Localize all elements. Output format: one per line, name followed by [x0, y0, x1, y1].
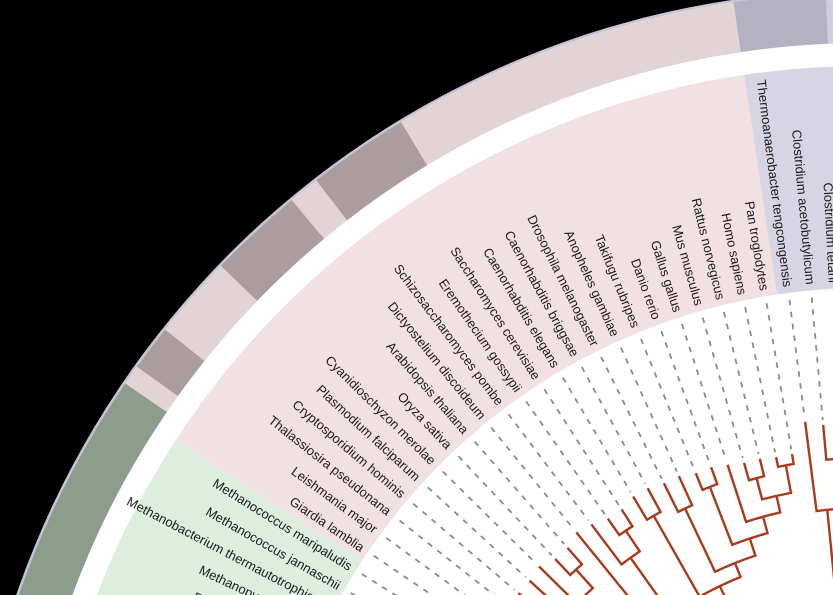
tree-branch[interactable] — [821, 424, 833, 462]
outer-ring-segment-3 — [165, 265, 258, 361]
guide-line-17 — [562, 377, 632, 493]
tree-branch[interactable] — [683, 507, 757, 574]
guide-line-5 — [373, 555, 434, 595]
tree-branch[interactable] — [554, 546, 584, 577]
guide-line-10 — [442, 470, 537, 564]
guide-line-26 — [744, 307, 776, 453]
outer-ring-segment-6 — [316, 122, 428, 221]
tree-branch[interactable] — [538, 565, 595, 595]
tree-branch[interactable] — [726, 464, 782, 524]
outer-ring-segment-9 — [826, 0, 833, 44]
guide-line-13 — [490, 427, 574, 530]
outer-ring-segment-5 — [291, 180, 348, 239]
tree-branch[interactable] — [606, 508, 635, 537]
group-wedge-bacteria — [744, 66, 833, 295]
tree-branch[interactable] — [590, 523, 642, 567]
guide-line-25 — [722, 311, 760, 455]
group-wedge-archaea — [97, 439, 363, 595]
guide-line-27 — [765, 303, 793, 450]
guide-line-12 — [473, 441, 565, 545]
guide-line-14 — [507, 413, 590, 521]
guide-line-20 — [620, 347, 678, 472]
tree-branch[interactable] — [652, 515, 743, 595]
tree-branch[interactable] — [708, 486, 770, 547]
tree-branch[interactable] — [803, 421, 833, 513]
guide-line-8 — [412, 503, 516, 591]
guide-line-18 — [580, 366, 647, 485]
outer-ring-segment-2 — [136, 329, 205, 397]
outer-ring-segment-0 — [18, 383, 167, 595]
outer-ring-segment-7 — [401, 2, 741, 166]
group-wedge-eukaryota — [176, 74, 777, 561]
guide-line-19 — [600, 356, 663, 480]
guide-line-24 — [701, 317, 744, 459]
guide-line-7 — [399, 519, 496, 595]
tree-branch[interactable] — [755, 465, 793, 501]
outer-ring-segment-1 — [125, 366, 178, 412]
outer-ring-segment-4 — [220, 200, 325, 302]
guide-line-28 — [788, 299, 806, 417]
guide-line-29 — [810, 297, 824, 420]
guide-line-11 — [457, 455, 553, 556]
outer-ring-segment-8 — [733, 0, 829, 53]
guide-line-9 — [427, 486, 527, 578]
guide-line-6 — [385, 537, 466, 595]
